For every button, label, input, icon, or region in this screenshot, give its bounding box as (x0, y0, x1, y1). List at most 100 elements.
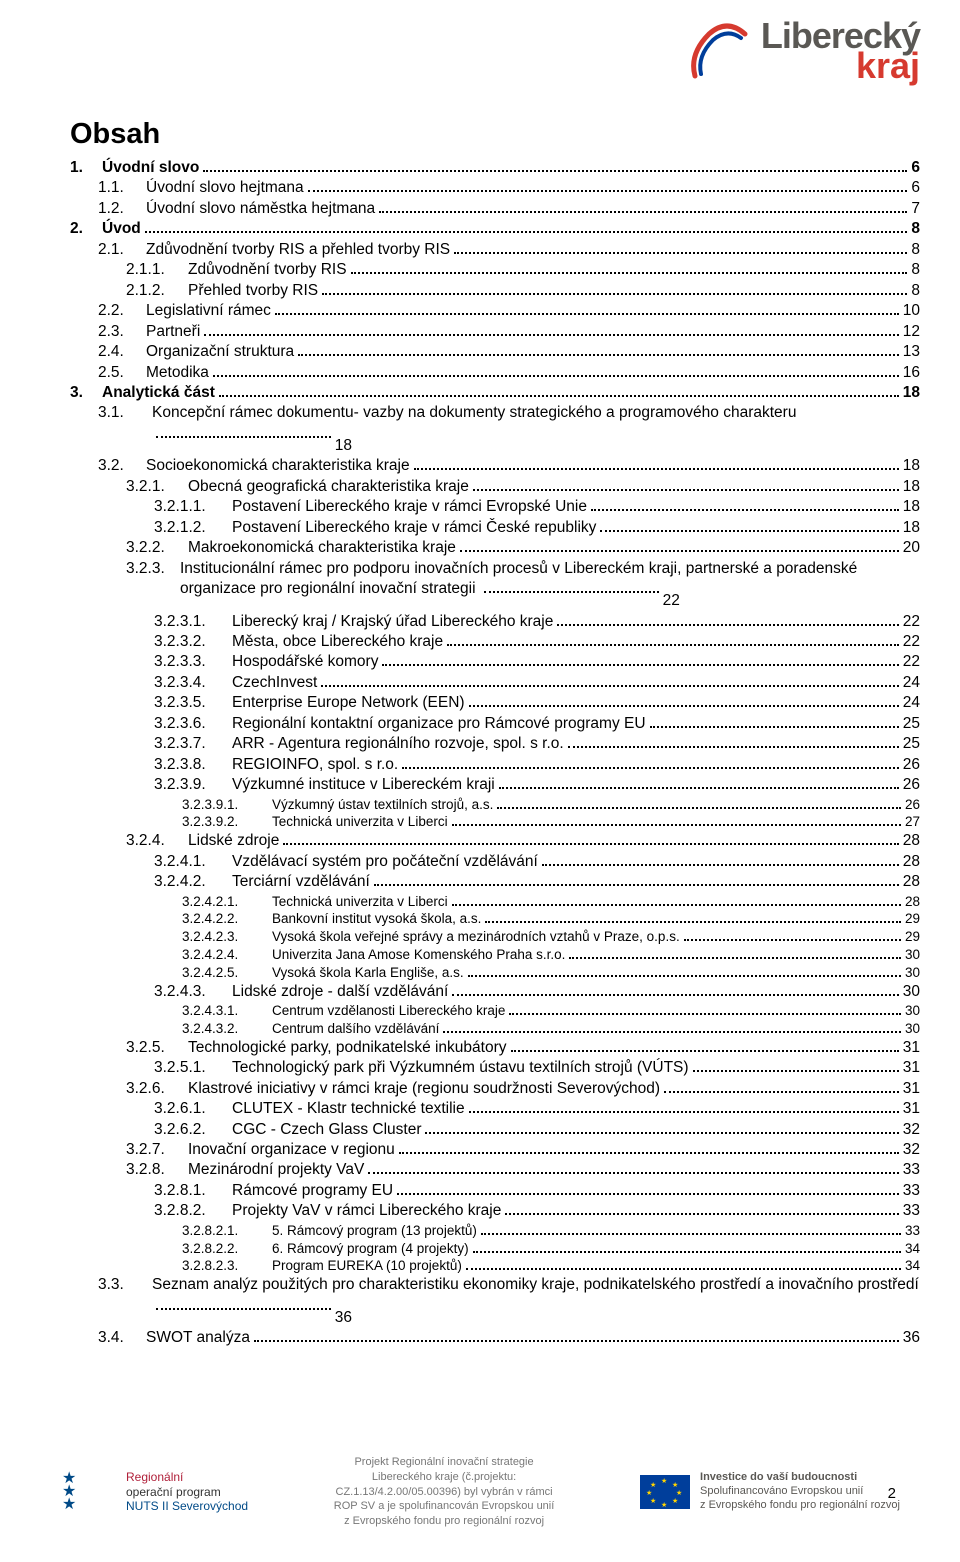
toc-row: 3.2.8.2.3.Program EUREKA (10 projektů)34 (70, 1257, 920, 1275)
toc-row: 3.2.3.Institucionální rámec pro podporu … (70, 559, 920, 612)
toc-leader (591, 509, 899, 511)
toc-text: Města, obce Libereckého kraje (228, 632, 443, 652)
toc-page: 30 (905, 946, 920, 964)
toc-leader (351, 272, 908, 274)
toc-page: 30 (905, 964, 920, 982)
toc-number: 3.2.8.2.1. (182, 1222, 268, 1240)
toc-text: Vysoká škola veřejné správy a mezinárodn… (268, 928, 680, 946)
toc-page: 22 (903, 612, 920, 632)
toc-row: 2.1.1.Zdůvodnění tvorby RIS8 (70, 260, 920, 280)
toc-leader (382, 664, 898, 666)
toc-number: 3.3. (98, 1275, 124, 1295)
toc-number: 2.4. (98, 342, 142, 362)
toc-number: 3.2.3.2. (154, 632, 228, 652)
toc-text: REGIOINFO, spol. s r.o. (228, 755, 398, 775)
toc-row: 3.2.8.1.Rámcové programy EU33 (70, 1181, 920, 1201)
toc-page: 24 (903, 673, 920, 693)
footer-right-l1: Investice do vaší budoucnosti (700, 1471, 900, 1485)
toc-page: 33 (905, 1222, 920, 1240)
toc-number: 3.4. (98, 1328, 142, 1348)
toc-row: 3.2.8.Mezinárodní projekty VaV33 (70, 1160, 920, 1180)
toc-page: 25 (903, 714, 920, 734)
toc-leader (557, 624, 898, 626)
toc-leader (499, 787, 899, 789)
toc-page: 8 (911, 260, 920, 280)
toc-text: Bankovní institut vysoká škola, a.s. (268, 910, 481, 928)
toc-page: 7 (911, 199, 920, 219)
toc-leader (664, 1091, 899, 1093)
toc-text: Úvodní slovo náměstka hejtmana (142, 199, 375, 219)
toc-row: 3.2.8.2.2.6. Rámcový program (4 projekty… (70, 1240, 920, 1258)
toc-number: 3.2.4.2.5. (182, 964, 268, 982)
toc-row: 3.2.4.Lidské zdroje28 (70, 831, 920, 851)
toc-text: Úvod (98, 219, 141, 239)
toc-leader (569, 957, 901, 959)
toc-number: 3.2.3.6. (154, 714, 228, 734)
toc-number: 2.5. (98, 363, 142, 383)
toc-text: Mezinárodní projekty VaV (184, 1160, 364, 1180)
toc-leader (473, 1251, 901, 1253)
toc-row: 2.4.Organizační struktura13 (70, 342, 920, 362)
toc-row: 3.2.4.1.Vzdělávací systém pro počáteční … (70, 852, 920, 872)
toc-row: 3.2.4.2.3.Vysoká škola veřejné správy a … (70, 928, 920, 946)
toc-leader (505, 1213, 898, 1215)
toc-row: 3.2.6.Klastrové iniciativy v rámci kraje… (70, 1079, 920, 1099)
toc-row: 3.2.6.1.CLUTEX - Klastr technické textil… (70, 1099, 920, 1119)
footer-left-text2: operační program (126, 1485, 248, 1499)
toc-text: Metodika (142, 363, 209, 383)
toc-row: 1.Úvodní slovo6 (70, 158, 920, 178)
toc-page: 27 (905, 813, 920, 831)
toc-text: Zdůvodnění tvorby RIS (184, 260, 347, 280)
toc-row: 3.2.4.2.Terciární vzdělávání28 (70, 872, 920, 892)
toc-row: 3.2.1.2.Postavení Libereckého kraje v rá… (70, 518, 920, 538)
toc-page: 26 (903, 755, 920, 775)
toc-text: Inovační organizace v regionu (184, 1140, 395, 1160)
toc-leader (213, 375, 899, 377)
toc-text: Analytická část (98, 383, 215, 403)
toc-row: 3.2.4.3.2.Centrum dalšího vzdělávání30 (70, 1020, 920, 1038)
toc-page: 36 (903, 1328, 920, 1348)
toc-row: 3.2.3.5.Enterprise Europe Network (EEN)2… (70, 693, 920, 713)
toc-text: Úvodní slovo (98, 158, 199, 178)
toc-number: 3.2.8.2.2. (182, 1240, 268, 1258)
toc-number: 3.2.3.4. (154, 673, 228, 693)
toc-text: Přehled tvorby RIS (184, 281, 318, 301)
toc-page: 8 (911, 281, 920, 301)
footer-left-text1: Regionální (126, 1470, 248, 1484)
toc-page: 32 (903, 1140, 920, 1160)
toc-leader (254, 1340, 899, 1342)
toc-number: 3.2.6. (126, 1079, 184, 1099)
toc-text: Projekty VaV v rámci Libereckého kraje (228, 1201, 501, 1221)
toc-page: 22 (903, 632, 920, 652)
toc-text: Technická univerzita v Liberci (268, 813, 448, 831)
toc-row: 2.3.Partneři12 (70, 322, 920, 342)
toc-leader (693, 1070, 899, 1072)
toc-leader (156, 1308, 331, 1310)
toc-page: 31 (903, 1099, 920, 1119)
toc-leader (425, 1132, 898, 1134)
toc-text: Postavení Libereckého kraje v rámci Evro… (228, 497, 587, 517)
toc-row: 2.Úvod 8 (70, 219, 920, 239)
toc-page: 16 (903, 363, 920, 383)
toc-text: Postavení Libereckého kraje v rámci Česk… (228, 518, 596, 538)
toc-page: 33 (903, 1201, 920, 1221)
toc-number: 2. (70, 219, 98, 239)
toc-row: 3.2.4.2.4.Univerzita Jana Amose Komenské… (70, 946, 920, 964)
toc-number: 3.2.4.3.1. (182, 1002, 268, 1020)
toc-row: 1.2.Úvodní slovo náměstka hejtmana7 (70, 199, 920, 219)
toc-text: Zdůvodnění tvorby RIS a přehled tvorby R… (142, 240, 450, 260)
toc-text: Výzkumné instituce v Libereckém kraji (228, 775, 495, 795)
toc-text: Technická univerzita v Liberci (268, 893, 448, 911)
toc-number: 1.1. (98, 178, 142, 198)
toc-row: 2.1.2.Přehled tvorby RIS8 (70, 281, 920, 301)
toc-text: CLUTEX - Klastr technické textilie (228, 1099, 465, 1119)
toc-text: Vysoká škola Karla Engliše, a.s. (268, 964, 464, 982)
toc-row: 2.5.Metodika 16 (70, 363, 920, 383)
toc-leader (542, 864, 899, 866)
toc-text: Centrum dalšího vzdělávání (268, 1020, 439, 1038)
toc-leader (275, 313, 899, 315)
toc-page: 29 (905, 928, 920, 946)
toc-text: Vzdělávací systém pro počáteční vzdělává… (228, 852, 538, 872)
rop-flag-icon: ★★★ (60, 1470, 118, 1514)
toc-page: 8 (911, 219, 920, 239)
